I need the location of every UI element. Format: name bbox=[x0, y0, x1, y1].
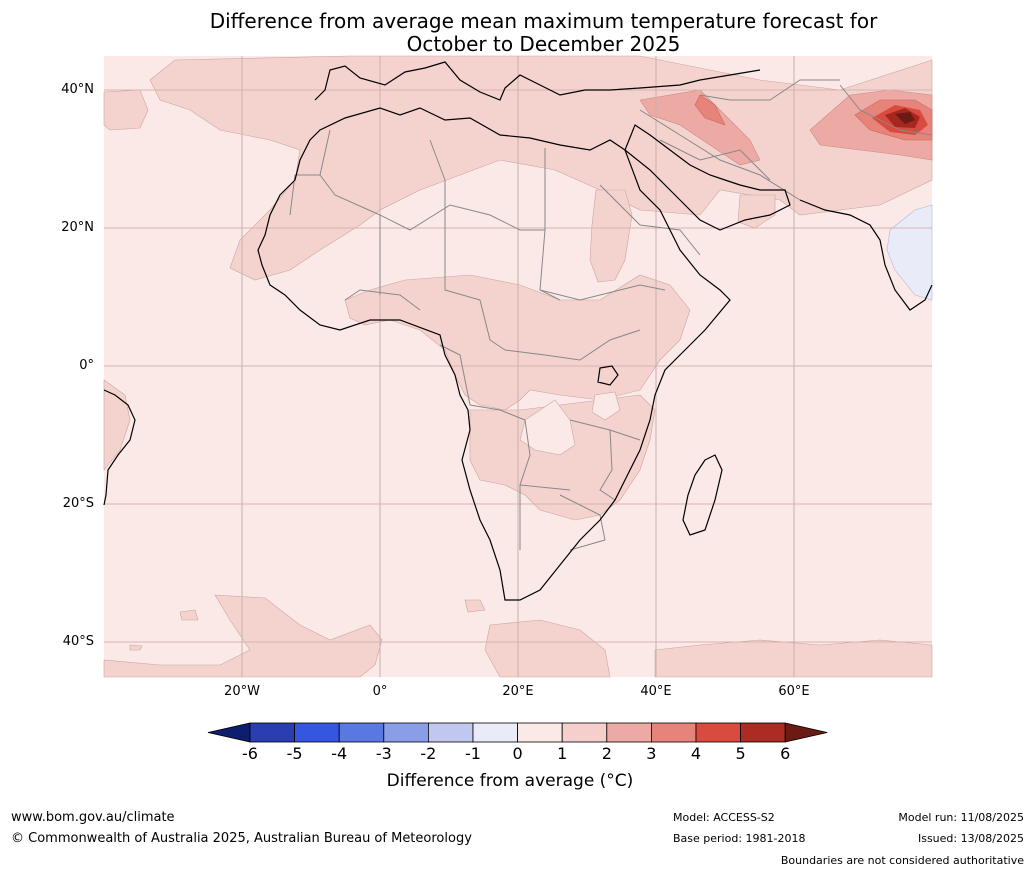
south-america-coastline bbox=[103, 389, 136, 506]
anomaly-negative-region bbox=[886, 204, 933, 301]
colorbar-tick-label: -4 bbox=[331, 744, 348, 763]
lon-label-20e: 20°E bbox=[502, 684, 534, 699]
footer-url[interactable]: www.bom.gov.au/climate bbox=[11, 810, 175, 825]
colorbar-tick-label: 2 bbox=[601, 744, 612, 763]
footer-base-period: Base period: 1981-2018 bbox=[673, 832, 806, 845]
colorbar-segment bbox=[517, 722, 563, 743]
lat-label-20n: 20°N bbox=[61, 220, 94, 235]
colorbar-tick-label: 3 bbox=[646, 744, 657, 763]
footer-model: Model: ACCESS-S2 bbox=[673, 811, 775, 824]
colorbar-tick-label: -1 bbox=[465, 744, 481, 763]
colorbar-segment bbox=[249, 722, 295, 743]
africa-coastline bbox=[257, 107, 731, 601]
lat-label-40s: 40°S bbox=[62, 634, 94, 649]
colorbar-segment bbox=[338, 722, 385, 743]
lon-label-60e: 60°E bbox=[778, 684, 810, 699]
lake-victoria bbox=[597, 365, 619, 386]
anomaly-0-1-pockets bbox=[519, 391, 621, 456]
colorbar-tick-label: -2 bbox=[420, 744, 437, 763]
colorbar-extend-high bbox=[784, 722, 828, 743]
colorbar-segment bbox=[427, 722, 474, 743]
anomaly-4-6-regions bbox=[872, 105, 928, 135]
colorbar-segment bbox=[561, 722, 608, 743]
colorbar-segment bbox=[294, 722, 340, 743]
colorbar-tick-label: 5 bbox=[735, 744, 746, 763]
colorbar-segment bbox=[651, 722, 697, 743]
colorbar-extend-low bbox=[207, 722, 251, 743]
lon-label-20w: 20°W bbox=[224, 684, 260, 699]
europe-coastline bbox=[314, 61, 761, 101]
lon-label-0: 0° bbox=[372, 684, 388, 699]
gridlines bbox=[104, 56, 932, 677]
lat-label-equator: 0° bbox=[79, 358, 94, 373]
lat-label-40n: 40°N bbox=[61, 82, 94, 97]
colorbar-tick-label: -5 bbox=[286, 744, 303, 763]
title-line-2: October to December 2025 bbox=[406, 32, 681, 56]
footer-copyright: © Commonwealth of Australia 2025, Austra… bbox=[11, 831, 472, 846]
colorbar-tick-label: -3 bbox=[375, 744, 392, 763]
colorbar-tick-label: 0 bbox=[512, 744, 523, 763]
colorbar-tick-label: -6 bbox=[242, 744, 258, 763]
colorbar-title: Difference from average (°C) bbox=[386, 771, 634, 791]
colorbar-segment bbox=[472, 722, 518, 743]
footer-disclaimer: Boundaries are not considered authoritat… bbox=[780, 854, 1024, 867]
title-line-1: Difference from average mean maximum tem… bbox=[209, 9, 878, 33]
madagascar-coastline bbox=[682, 454, 723, 536]
lat-label-20s: 20°S bbox=[62, 496, 94, 511]
colorbar-segment bbox=[695, 722, 741, 743]
country-borders bbox=[289, 79, 933, 551]
colorbar-tick-label: 4 bbox=[690, 744, 702, 763]
footer-issued: Issued: 13/08/2025 bbox=[917, 832, 1024, 845]
colorbar-segment bbox=[383, 722, 429, 743]
colorbar-segment bbox=[606, 722, 652, 743]
footer-model-run: Model run: 11/08/2025 bbox=[898, 811, 1024, 824]
chart-title: Difference from average mean maximum tem… bbox=[0, 10, 1035, 56]
colorbar-segment bbox=[740, 722, 786, 743]
colorbar-tick-label: 1 bbox=[557, 744, 568, 763]
lon-label-40e: 40°E bbox=[640, 684, 672, 699]
india-coastline bbox=[799, 199, 933, 311]
coastlines bbox=[103, 61, 933, 601]
arabia-coastline bbox=[624, 124, 791, 231]
colorbar-tick-label: 6 bbox=[780, 744, 791, 763]
colorbar bbox=[207, 722, 828, 743]
